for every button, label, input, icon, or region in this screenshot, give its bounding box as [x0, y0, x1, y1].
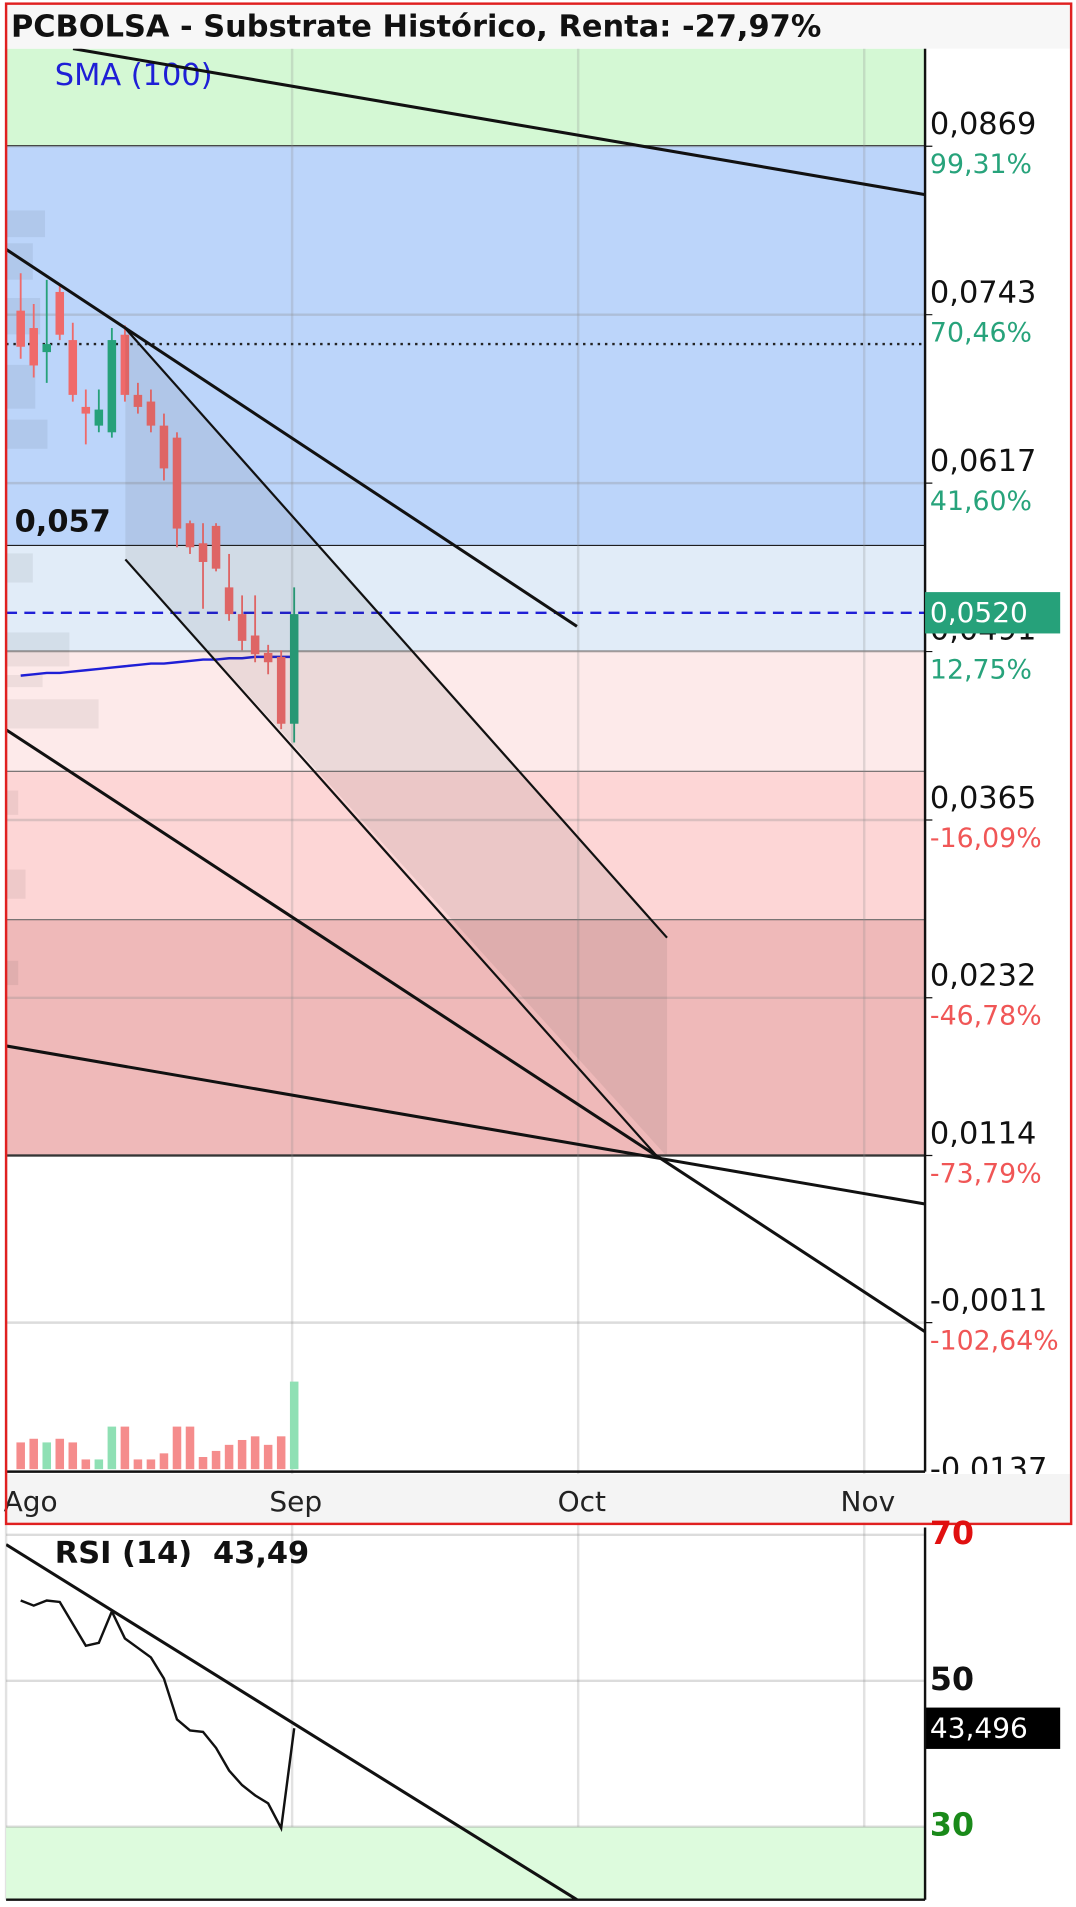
- rsi-pane: 70 50 30 RSI (14) 43,49 43,496: [6, 1516, 1061, 1900]
- candle-body: [107, 340, 117, 433]
- candle-body: [159, 425, 169, 469]
- y-tick-percent: 99,31%: [930, 149, 1032, 180]
- y-tick-label: -0,0137: [930, 1452, 1047, 1487]
- candle-body: [224, 587, 234, 615]
- y-tick-label: 0,0114: [930, 1116, 1036, 1151]
- candle-body: [263, 652, 273, 663]
- y-tick-percent: 70,46%: [930, 318, 1032, 349]
- candle-body: [16, 310, 25, 347]
- y-tick-percent: -73,79%: [930, 1158, 1042, 1189]
- x-tick-label: Ago: [4, 1485, 58, 1518]
- title-band: [6, 3, 1072, 49]
- price-axis: 0,086999,31%0,074370,46%0,061741,60%0,04…: [925, 107, 1061, 1487]
- y-tick-percent: -102,64%: [930, 1326, 1059, 1357]
- fib-zone: [6, 146, 926, 546]
- y-tick-label: 0,0743: [930, 276, 1036, 311]
- candle-body: [211, 525, 221, 569]
- y-tick-label: -0,0011: [930, 1283, 1047, 1318]
- volume-bar: [133, 1459, 143, 1470]
- candle-body: [276, 656, 286, 724]
- volume-bar: [276, 1436, 286, 1470]
- candle-body: [237, 614, 247, 641]
- volume-bar: [81, 1459, 91, 1470]
- x-tick-label: Oct: [558, 1485, 606, 1518]
- candle-body: [55, 291, 65, 335]
- level-label: 0,057: [15, 504, 111, 539]
- y-tick-percent: -16,09%: [930, 823, 1042, 854]
- y-tick-label: 0,0365: [930, 781, 1036, 816]
- rsi-tick-label: 70: [930, 1516, 974, 1552]
- y-tick-label: 0,0232: [930, 959, 1036, 994]
- rsi-legend-name: RSI (14): [55, 1536, 192, 1571]
- rsi-line: [20, 1599, 296, 1833]
- candle-body: [250, 635, 260, 655]
- last-price-label: 0,0520: [930, 596, 1028, 629]
- y-tick-percent: 12,75%: [930, 655, 1032, 686]
- candle-body: [133, 394, 143, 407]
- rsi-legend-value: 43,49: [213, 1536, 309, 1571]
- candle-body: [42, 344, 52, 353]
- fib-zone: [6, 920, 926, 1156]
- rsi-zone: [6, 1826, 926, 1900]
- candle-body: [120, 334, 130, 395]
- volume-bar: [198, 1457, 208, 1470]
- rsi-tick-label: 50: [930, 1662, 974, 1698]
- volume-bar: [289, 1381, 299, 1470]
- volume-bar: [250, 1436, 260, 1470]
- y-tick-label: 0,0617: [930, 444, 1036, 479]
- candle-body: [185, 523, 195, 548]
- candle-body: [81, 406, 91, 414]
- volume-bar: [263, 1444, 273, 1470]
- zones: [6, 48, 926, 1157]
- volume-bar: [172, 1426, 182, 1470]
- volume-bar: [55, 1438, 65, 1470]
- volume-bar: [16, 1442, 25, 1470]
- price-plot: 0,057 SMA (100): [6, 58, 926, 1470]
- candle-body: [289, 614, 299, 724]
- volume-bar: [120, 1426, 130, 1470]
- rsi-value-label: 43,496: [930, 1711, 1028, 1744]
- volume-bar: [94, 1459, 104, 1470]
- candle-body: [198, 543, 208, 562]
- volume-bar: [159, 1453, 169, 1470]
- volume-bar: [146, 1459, 156, 1470]
- last-price-box: [925, 592, 1061, 634]
- y-tick-percent: 41,60%: [930, 486, 1032, 517]
- volume-bar: [29, 1438, 38, 1470]
- volume-bar: [224, 1444, 234, 1470]
- x-tick-label: Nov: [841, 1485, 896, 1518]
- sma-legend: SMA (100): [55, 58, 213, 93]
- rsi-value-box: [925, 1707, 1061, 1749]
- volume-bar: [185, 1426, 195, 1470]
- trend-lines: [6, 48, 926, 1334]
- candle-body: [29, 328, 38, 366]
- x-axis-band: [6, 1474, 1072, 1523]
- volume-bar: [211, 1450, 221, 1470]
- candle-body: [146, 401, 156, 426]
- candle-body: [94, 409, 104, 426]
- candle-body: [68, 340, 78, 395]
- volume-bar: [237, 1439, 247, 1470]
- rsi-tick-label: 30: [930, 1808, 974, 1844]
- volume-bar: [107, 1426, 117, 1470]
- rsi-trend-line: [6, 1543, 578, 1900]
- volume-bar: [42, 1442, 52, 1470]
- sma-line: [20, 655, 295, 677]
- volume-bar: [68, 1442, 78, 1470]
- y-tick-percent: -46,78%: [930, 1001, 1042, 1032]
- y-tick-label: 0,0869: [930, 107, 1036, 142]
- x-axis: Ago Sep Oct Nov: [4, 1485, 896, 1518]
- chart-title: PCBOLSA - Substrate Histórico, Renta: -2…: [11, 9, 821, 44]
- x-tick-label: Sep: [269, 1485, 322, 1518]
- candle-body: [172, 437, 182, 529]
- selection-frame: [4, 2, 1073, 1526]
- fib-zone: [6, 771, 926, 921]
